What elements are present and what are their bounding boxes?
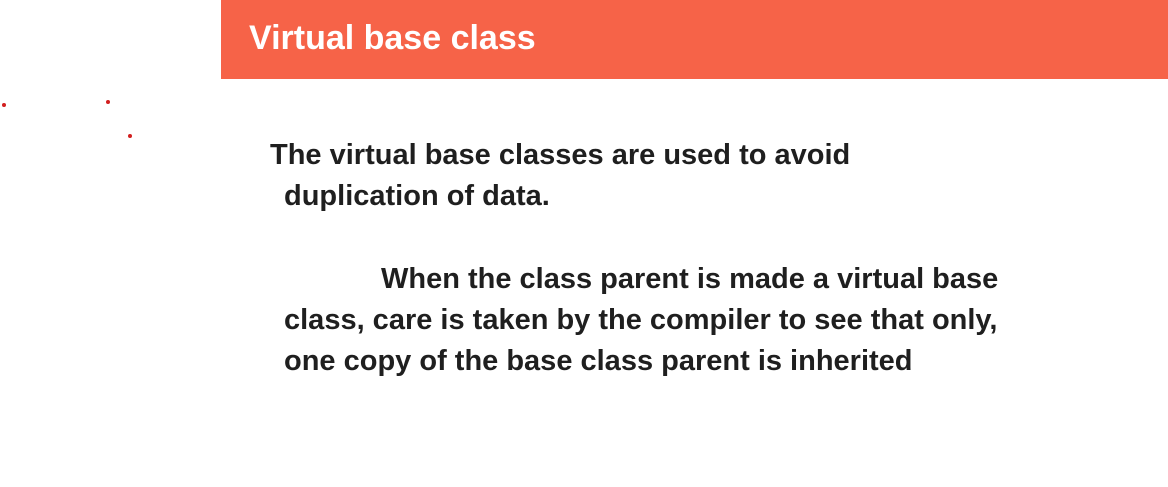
body-line: one copy of the base class parent is inh… [284, 345, 913, 377]
body-line: class, care is taken by the compiler to … [284, 304, 998, 336]
body-line: When the class parent is made a virtual … [381, 263, 999, 295]
body-line: The virtual base classes are used to avo… [270, 139, 851, 171]
body-line: duplication of data. [284, 180, 550, 212]
annotation-dot [106, 100, 110, 104]
annotation-dot [128, 134, 132, 138]
slide-title: Virtual base class [249, 19, 536, 57]
title-bar: Virtual base class [221, 0, 1168, 79]
annotation-dot [2, 103, 6, 107]
